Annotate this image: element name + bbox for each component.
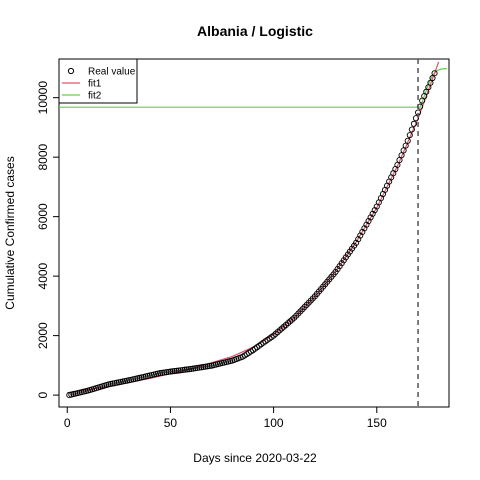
data-point bbox=[404, 137, 411, 144]
data-point bbox=[159, 369, 166, 376]
legend-box bbox=[58, 58, 138, 104]
x-axis-label: Days since 2020-03-22 bbox=[193, 451, 317, 465]
data-point bbox=[161, 369, 168, 376]
data-point bbox=[183, 366, 190, 373]
x-tick-label-2: 100 bbox=[264, 416, 284, 430]
data-point bbox=[163, 369, 170, 376]
data-point bbox=[169, 368, 176, 375]
data-point bbox=[185, 366, 193, 373]
data-point bbox=[431, 70, 438, 77]
fit1-line bbox=[67, 61, 440, 394]
data-point bbox=[194, 364, 201, 371]
data-point bbox=[188, 365, 195, 372]
data-point bbox=[206, 362, 213, 370]
data-point bbox=[190, 365, 197, 372]
data-point bbox=[406, 132, 413, 139]
data-point bbox=[171, 368, 178, 375]
data-point bbox=[192, 365, 199, 372]
data-point bbox=[167, 368, 174, 375]
y-tick-label-4: 8000 bbox=[36, 143, 50, 170]
y-tick-label-2: 4000 bbox=[36, 262, 50, 289]
data-point bbox=[165, 368, 172, 375]
x-tick-label-1: 50 bbox=[164, 416, 178, 430]
data-point bbox=[204, 363, 211, 370]
legend-symbol-real-value bbox=[67, 67, 75, 75]
y-axis: 0 2000 4000 6000 8000 10000 bbox=[36, 81, 59, 398]
x-axis: 0 50 100 150 bbox=[64, 407, 387, 430]
data-point bbox=[408, 126, 415, 133]
y-tick-label-5: 10000 bbox=[36, 81, 50, 115]
data-point bbox=[412, 115, 420, 122]
data-point bbox=[196, 364, 203, 371]
data-point bbox=[157, 370, 164, 377]
data-point bbox=[200, 363, 207, 371]
y-axis-label: Cumulative Confirmed cases bbox=[3, 156, 17, 309]
fit1-series bbox=[67, 61, 440, 394]
data-point bbox=[181, 366, 188, 373]
y-tick-label-3: 6000 bbox=[36, 203, 50, 230]
data-point bbox=[410, 120, 417, 127]
x-tick-label-3: 150 bbox=[367, 416, 387, 430]
legend-label-2: fit2 bbox=[88, 91, 102, 102]
y-tick-label-0: 0 bbox=[36, 391, 50, 398]
x-tick-label-0: 0 bbox=[64, 416, 71, 430]
data-point bbox=[177, 367, 184, 374]
y-tick-label-1: 2000 bbox=[36, 322, 50, 349]
legend-label-0: Real value bbox=[88, 67, 136, 78]
data-point bbox=[175, 367, 182, 374]
data-point bbox=[202, 363, 209, 370]
legend-label-1: fit1 bbox=[88, 79, 102, 90]
plot-area bbox=[59, 59, 447, 407]
data-point bbox=[179, 366, 186, 374]
plot-frame bbox=[58, 58, 450, 408]
chart-title: Albania / Logistic bbox=[197, 23, 313, 39]
real-value-series bbox=[66, 70, 438, 399]
data-point bbox=[173, 367, 180, 374]
data-point bbox=[198, 364, 205, 371]
